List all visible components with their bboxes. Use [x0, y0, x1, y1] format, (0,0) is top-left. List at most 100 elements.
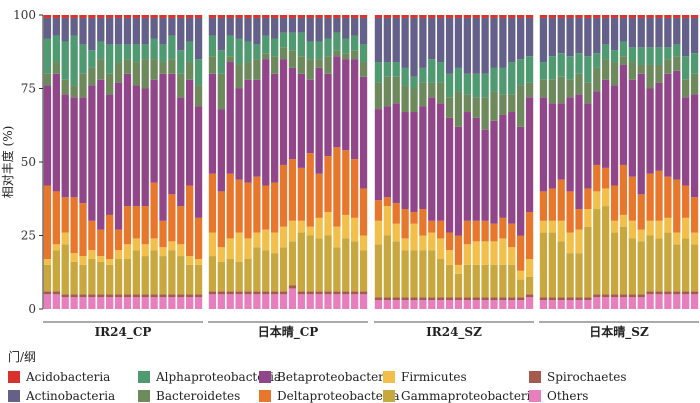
bar-segment-actinobacteria	[646, 17, 654, 48]
bar-segment-bacteroidetes	[445, 97, 454, 118]
bar-segment-actinobacteria	[619, 17, 628, 42]
bar-segment-gammaproteobacteria	[52, 250, 60, 292]
bar-segment-acidobacteria	[428, 15, 436, 18]
legend-label: Alphaproteobacteria	[156, 370, 282, 384]
bar-segment-gammaproteobacteria	[610, 232, 619, 295]
bar-segment-spirochaetes	[383, 297, 391, 301]
bar-segment-bacteroidetes	[279, 47, 288, 60]
bar-segment-alphaproteobacteria	[333, 32, 341, 51]
bar-segment-bacteroidetes	[235, 64, 243, 89]
bar-segment-firmicutes	[602, 188, 610, 207]
bar-segment-actinobacteria	[79, 17, 87, 45]
bar-segment-acidobacteria	[342, 15, 350, 18]
bar-segment-others	[150, 297, 158, 309]
bar-segment-acidobacteria	[445, 15, 454, 18]
bar-segment-acidobacteria	[508, 15, 516, 18]
bar-segment-gammaproteobacteria	[141, 256, 149, 295]
bar-segment-gammaproteobacteria	[481, 264, 489, 298]
bar-segment-bacteroidetes	[481, 97, 489, 130]
bar-segment-betaproteobacteria	[123, 73, 132, 207]
bar-segment-bacteroidetes	[619, 56, 628, 65]
bar-segment-spirochaetes	[646, 291, 654, 295]
bar-segment-others	[244, 294, 252, 309]
bar-segment-acidobacteria	[208, 15, 217, 18]
bar-segment-actinobacteria	[288, 17, 297, 33]
bar-segment-bacteroidetes	[517, 85, 525, 127]
bar-segment-bacteroidetes	[359, 62, 368, 77]
bar-segment-spirochaetes	[539, 297, 548, 301]
bar-segment-gammaproteobacteria	[557, 241, 565, 298]
y-tick-label: 0	[28, 302, 36, 316]
bar-segment-deltaproteobacteria	[208, 173, 217, 233]
bar-segment-firmicutes	[194, 259, 203, 265]
bar-segment-bacteroidetes	[271, 56, 279, 74]
bar-segment-deltaproteobacteria	[664, 176, 672, 218]
bar-segment-bacteroidetes	[428, 82, 436, 98]
bar-segment-betaproteobacteria	[168, 73, 176, 195]
bar-segment-firmicutes	[342, 214, 350, 239]
bar-segment-acidobacteria	[114, 15, 123, 18]
bar-segment-firmicutes	[619, 214, 628, 227]
bar-segment-spirochaetes	[472, 297, 480, 301]
bar-segment-spirochaetes	[619, 294, 628, 298]
y-tick-label: 100	[13, 8, 36, 22]
bar-segment-alphaproteobacteria	[97, 41, 105, 60]
bar-segment-actinobacteria	[150, 17, 158, 39]
bar-segment-others	[279, 294, 288, 309]
bar-segment-firmicutes	[106, 259, 114, 265]
bar-segment-actinobacteria	[262, 17, 270, 36]
bar-segment-spirochaetes	[374, 297, 383, 301]
bar-segment-betaproteobacteria	[315, 67, 323, 174]
bar-segment-others	[575, 300, 583, 309]
bar-segment-spirochaetes	[525, 294, 534, 298]
bar-segment-acidobacteria	[619, 15, 628, 18]
bar-segment-others	[566, 300, 574, 309]
bar-segment-alphaproteobacteria	[454, 67, 463, 92]
bar-segment-acidobacteria	[463, 15, 471, 18]
bar-segment-others	[235, 294, 243, 309]
bar-segment-spirochaetes	[437, 297, 445, 301]
bar-segment-actinobacteria	[279, 17, 288, 33]
bar-segment-firmicutes	[508, 247, 516, 265]
legend-swatch	[259, 371, 271, 383]
facet-label: IR24_CP	[95, 325, 152, 340]
bar-segment-acidobacteria	[306, 15, 314, 18]
bar-segment-others	[499, 300, 507, 309]
bar-segment-spirochaetes	[566, 297, 574, 301]
bar-segment-deltaproteobacteria	[392, 203, 400, 224]
bar-segment-alphaproteobacteria	[593, 53, 601, 68]
bar-segment-alphaproteobacteria	[141, 44, 149, 60]
y-tick-label: 75	[21, 82, 36, 96]
bar-segment-alphaproteobacteria	[194, 59, 203, 86]
bar-segment-gammaproteobacteria	[575, 253, 583, 298]
bar-segment-deltaproteobacteria	[637, 194, 645, 230]
bar-segment-alphaproteobacteria	[106, 44, 114, 74]
bar-segment-alphaproteobacteria	[619, 41, 628, 57]
bar-segment-betaproteobacteria	[673, 70, 681, 180]
legend-item: Spirochaetes	[529, 370, 649, 384]
bar-segment-deltaproteobacteria	[217, 191, 225, 248]
bar-segment-others	[508, 300, 516, 309]
bar-segment-spirochaetes	[517, 297, 525, 301]
bar-segment-gammaproteobacteria	[97, 261, 105, 295]
bar-segment-deltaproteobacteria	[52, 191, 60, 245]
bar-segment-alphaproteobacteria	[235, 38, 243, 65]
bar-segment-bacteroidetes	[226, 56, 234, 63]
legend-item: Actinobacteria	[8, 389, 138, 403]
bar-segment-betaproteobacteria	[88, 85, 96, 221]
bar-segment-betaproteobacteria	[306, 79, 314, 154]
bar-segment-actinobacteria	[593, 17, 601, 54]
bar-segment-firmicutes	[557, 220, 565, 242]
bar-segment-firmicutes	[548, 220, 556, 233]
bar-segment-bacteroidetes	[690, 73, 699, 95]
bar-segment-alphaproteobacteria	[177, 50, 185, 74]
bar-segment-actinobacteria	[392, 17, 400, 63]
bar-segment-betaproteobacteria	[508, 112, 516, 224]
bar-segment-bacteroidetes	[374, 82, 383, 110]
bar-segment-alphaproteobacteria	[79, 44, 87, 74]
bar-segment-betaproteobacteria	[177, 97, 185, 207]
bar-segment-firmicutes	[150, 238, 158, 251]
bar-segment-spirochaetes	[610, 294, 619, 298]
bar-segment-firmicutes	[664, 217, 672, 233]
bar-segment-bacteroidetes	[575, 73, 583, 95]
